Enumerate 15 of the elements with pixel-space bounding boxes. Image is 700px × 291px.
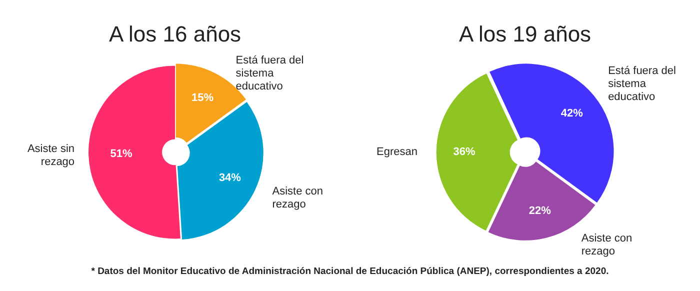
slice-label: Egresan	[376, 146, 418, 158]
data-label: 22%	[528, 205, 552, 218]
chart-title: A los 19 años	[458, 21, 592, 46]
chart-title: A los 16 años	[108, 21, 242, 46]
slice-label: Asiste con rezago	[581, 232, 632, 258]
slice-label: Está fuera del sistema educativo	[608, 65, 676, 103]
slice-label: Asiste con rezago	[272, 186, 324, 211]
text: * Datos del Monitor Educativo de Administración Nacional de Educación Pública (ANEP), correspondientes a 2020.	[90, 266, 610, 277]
data-label: 51%	[110, 148, 133, 160]
data-label: 42%	[560, 108, 584, 120]
slice-label: Asiste sin rezago	[27, 142, 75, 168]
slice-label: Está fuera del sistema educativo	[236, 54, 304, 92]
data-label: 34%	[218, 172, 242, 184]
data-label: 15%	[192, 92, 214, 104]
data-label: 36%	[453, 146, 476, 158]
